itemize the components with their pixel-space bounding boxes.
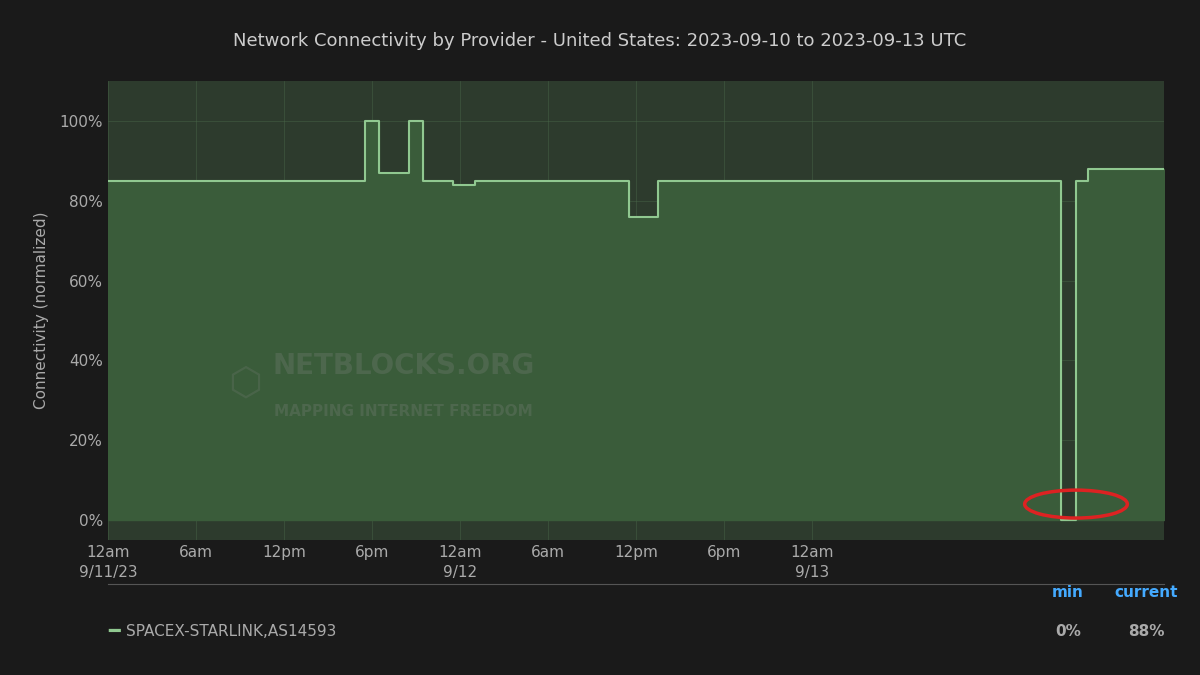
Text: MAPPING INTERNET FREEDOM: MAPPING INTERNET FREEDOM	[275, 404, 533, 419]
Text: 0%: 0%	[1055, 624, 1081, 639]
Text: current: current	[1115, 585, 1177, 600]
Text: Network Connectivity by Provider - United States: 2023-09-10 to 2023-09-13 UTC: Network Connectivity by Provider - Unite…	[233, 32, 967, 49]
Text: min: min	[1052, 585, 1084, 600]
Text: NETBLOCKS.ORG: NETBLOCKS.ORG	[272, 352, 535, 379]
Text: SPACEX-STARLINK,AS14593: SPACEX-STARLINK,AS14593	[126, 624, 336, 639]
Y-axis label: Connectivity (normalized): Connectivity (normalized)	[34, 212, 48, 409]
Text: 88%: 88%	[1128, 624, 1164, 639]
Text: ━: ━	[108, 622, 120, 641]
Text: ⬡: ⬡	[228, 365, 263, 403]
